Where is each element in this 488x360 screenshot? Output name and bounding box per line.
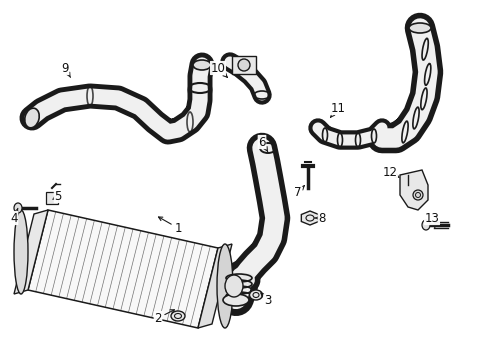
Text: 1: 1 xyxy=(158,217,182,234)
Text: 13: 13 xyxy=(424,211,439,228)
Text: 6: 6 xyxy=(258,135,267,152)
Polygon shape xyxy=(198,244,231,328)
Polygon shape xyxy=(28,210,218,328)
Text: 11: 11 xyxy=(330,102,345,117)
Polygon shape xyxy=(14,210,48,294)
Text: 5: 5 xyxy=(53,189,61,202)
Ellipse shape xyxy=(249,290,262,300)
Text: 4: 4 xyxy=(10,208,18,225)
Ellipse shape xyxy=(193,60,210,70)
Ellipse shape xyxy=(238,59,249,71)
Ellipse shape xyxy=(223,294,248,306)
Ellipse shape xyxy=(224,275,243,297)
Ellipse shape xyxy=(421,220,429,230)
Ellipse shape xyxy=(14,203,22,213)
Polygon shape xyxy=(46,192,58,204)
Text: 3: 3 xyxy=(260,293,271,306)
Text: 12: 12 xyxy=(382,166,398,179)
Polygon shape xyxy=(399,170,427,210)
Ellipse shape xyxy=(217,244,232,328)
Text: 10: 10 xyxy=(210,62,227,77)
Ellipse shape xyxy=(25,108,39,128)
Text: 9: 9 xyxy=(61,62,70,77)
Ellipse shape xyxy=(412,190,422,200)
Ellipse shape xyxy=(171,311,184,321)
Text: 2: 2 xyxy=(154,310,174,324)
Bar xyxy=(231,56,256,74)
Ellipse shape xyxy=(408,23,430,33)
Polygon shape xyxy=(301,211,318,225)
Text: 8: 8 xyxy=(314,211,325,225)
Ellipse shape xyxy=(14,210,28,294)
Text: 7: 7 xyxy=(294,185,304,198)
